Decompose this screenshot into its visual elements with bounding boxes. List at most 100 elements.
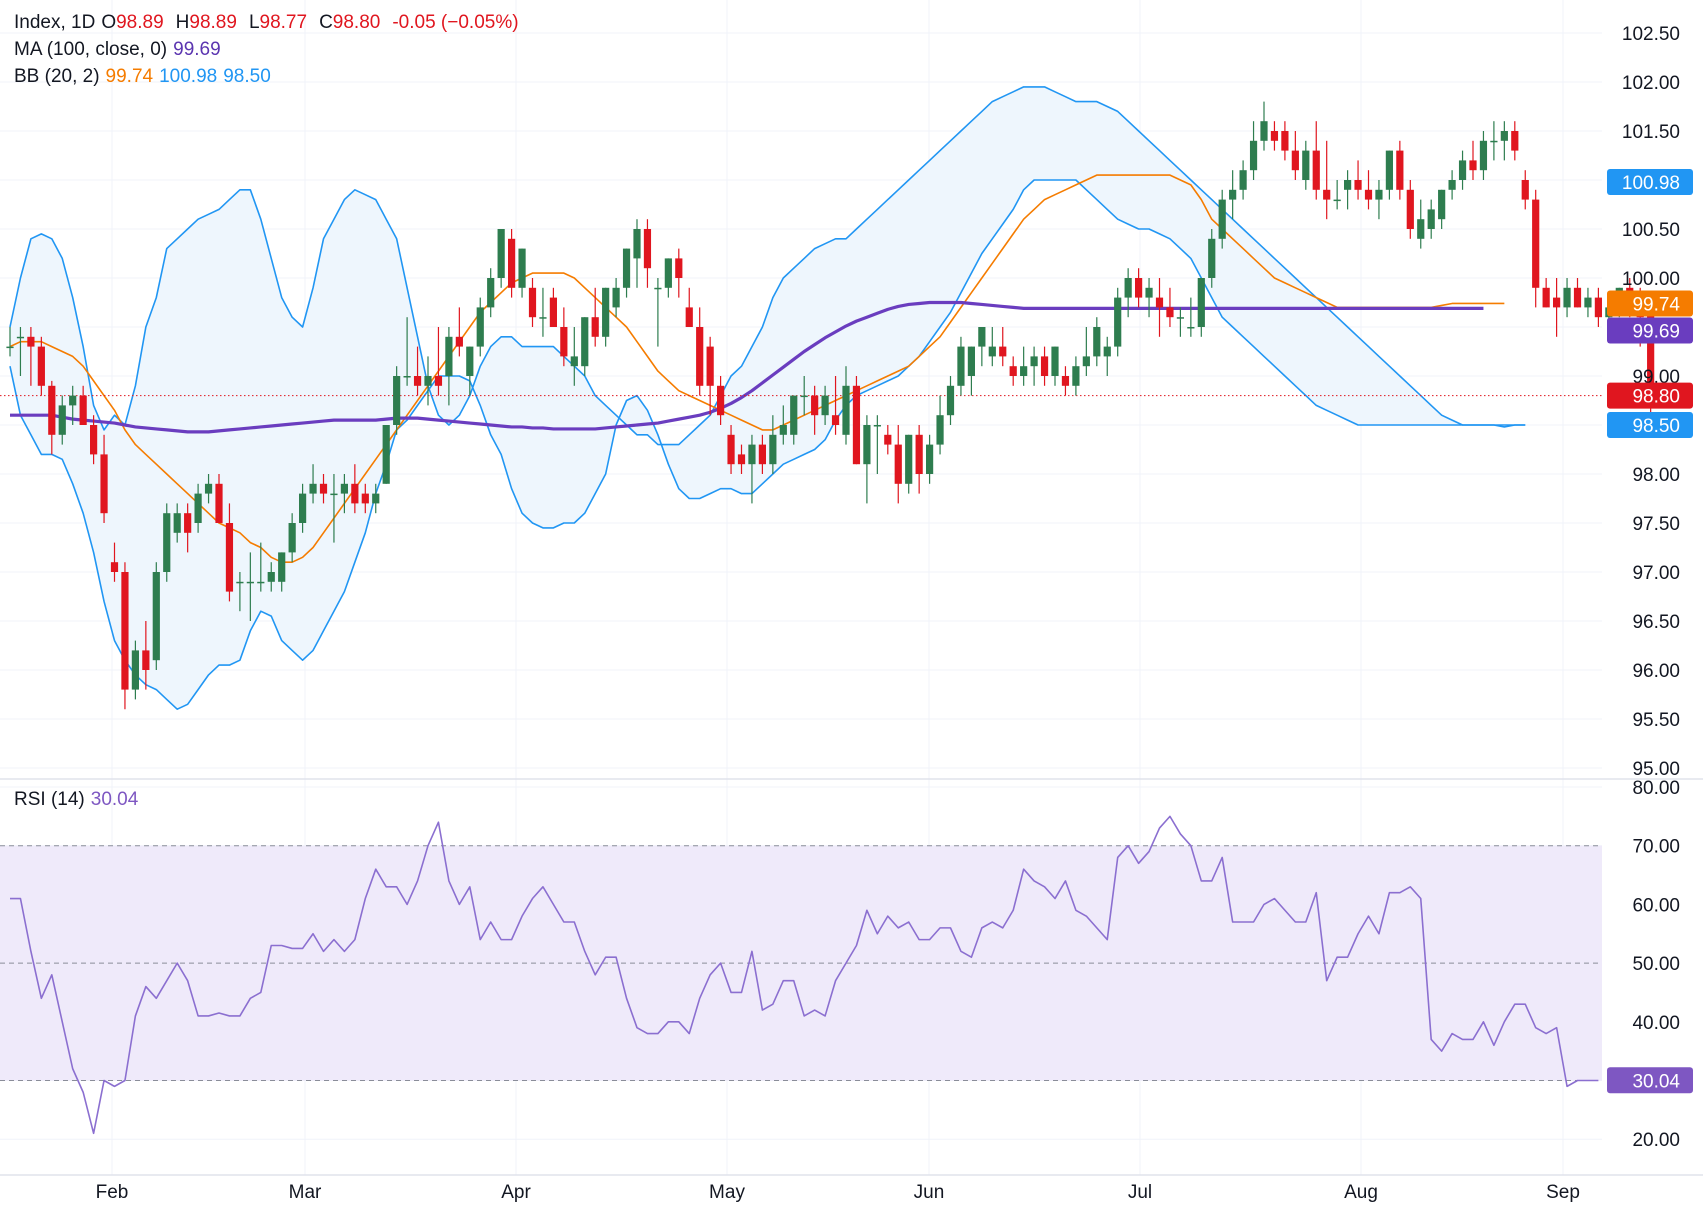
candle-body	[633, 229, 641, 259]
candle-body	[1093, 327, 1101, 357]
candle-body	[988, 346, 996, 357]
ma-legend: MA (100, close, 0) 99.69	[14, 39, 227, 61]
candle	[717, 376, 725, 425]
candle-body	[351, 483, 359, 504]
candle-body	[800, 395, 808, 398]
candle	[800, 376, 808, 416]
candle	[1312, 121, 1320, 200]
candle	[1249, 121, 1258, 180]
candle	[894, 425, 902, 504]
candle	[225, 503, 234, 602]
candle-body	[194, 493, 202, 523]
ohlc-legend: Index, 1D O98.89 H98.89 L98.77 C98.80 -0.05 (…	[14, 12, 525, 34]
candle-body	[1239, 170, 1247, 190]
candle	[1406, 180, 1414, 239]
candle-body	[1197, 278, 1205, 327]
candle-body	[1448, 180, 1456, 190]
candle	[1438, 189, 1446, 229]
candle	[372, 483, 380, 514]
candle-body	[1072, 366, 1080, 386]
candle-body	[288, 523, 296, 553]
candle-body	[1155, 297, 1164, 308]
candle	[1291, 131, 1299, 180]
price-tick-label: 98.00	[1632, 465, 1680, 486]
candle	[696, 307, 704, 396]
candle-body	[717, 385, 725, 416]
bb-lower-badge-text: 98.50	[1632, 416, 1680, 437]
candle	[873, 415, 881, 474]
price-tick-label: 97.00	[1632, 563, 1680, 584]
candle	[1375, 180, 1383, 220]
close-label: C	[319, 12, 333, 33]
candle	[1417, 199, 1425, 249]
candle	[999, 327, 1007, 367]
candle	[309, 464, 317, 504]
candle-body	[1124, 278, 1132, 298]
candle	[1187, 297, 1195, 337]
candle	[16, 327, 25, 376]
candle	[664, 258, 672, 298]
candle-body	[1020, 366, 1028, 376]
candle-body	[852, 385, 861, 465]
candle	[1323, 140, 1331, 220]
candle	[1270, 121, 1279, 151]
candle	[842, 366, 850, 445]
candle	[1061, 366, 1070, 396]
candle-body	[602, 287, 610, 337]
candle-body	[737, 454, 746, 465]
price-tick-label: 96.50	[1632, 612, 1680, 633]
rsi-legend: RSI (14) 30.04	[14, 789, 144, 811]
open-value: 98.89	[116, 12, 164, 33]
symbol-label: Index, 1D	[14, 12, 96, 33]
candle	[946, 376, 955, 425]
bb-upper-badge: 100.98	[1607, 168, 1693, 195]
rsi-line	[10, 815, 1599, 1135]
candle-body	[1553, 297, 1561, 308]
candle	[100, 434, 108, 523]
price-tick-label: 100.00	[1622, 269, 1680, 290]
ma-badge: 99.69	[1607, 317, 1693, 344]
candle-body	[1270, 131, 1279, 141]
candle	[1155, 278, 1164, 337]
candle	[121, 562, 129, 710]
candle	[570, 327, 578, 386]
candle	[1051, 346, 1059, 386]
candle-body	[706, 346, 714, 386]
candle-body	[225, 523, 234, 592]
candle-body	[403, 376, 411, 378]
candle	[581, 317, 589, 376]
candle	[434, 327, 443, 396]
candle-body	[1542, 287, 1550, 308]
candle-body	[37, 346, 45, 386]
candle-body	[466, 346, 474, 376]
rsi-badge: 30.04	[1607, 1067, 1693, 1094]
time-tick-label: Mar	[289, 1182, 322, 1203]
candle	[1103, 336, 1111, 376]
candle	[622, 248, 631, 298]
candle	[528, 278, 537, 327]
candle-body	[1187, 327, 1195, 329]
candle-body	[1333, 199, 1341, 202]
price-tick-label: 102.00	[1622, 73, 1680, 94]
candle-body	[727, 434, 735, 465]
candle-body	[654, 287, 662, 290]
candle-body	[204, 483, 213, 494]
candle-body	[6, 346, 14, 349]
bb-upper-value: 100.98	[159, 66, 218, 87]
candle	[737, 444, 746, 474]
candle-body	[560, 327, 568, 357]
candle-body	[905, 434, 913, 484]
candle-body	[142, 650, 150, 670]
candle	[643, 219, 652, 288]
candle	[69, 385, 77, 425]
candle-body	[936, 415, 944, 445]
price-tick-label: 102.50	[1622, 24, 1680, 45]
candle-body	[1208, 238, 1216, 278]
bb-lower-badge-box	[1607, 412, 1693, 438]
candle-body	[1479, 140, 1488, 171]
low-value: 98.77	[259, 12, 308, 33]
ma100-line	[10, 300, 1484, 434]
candle-body	[79, 395, 87, 425]
candle	[1573, 278, 1582, 308]
